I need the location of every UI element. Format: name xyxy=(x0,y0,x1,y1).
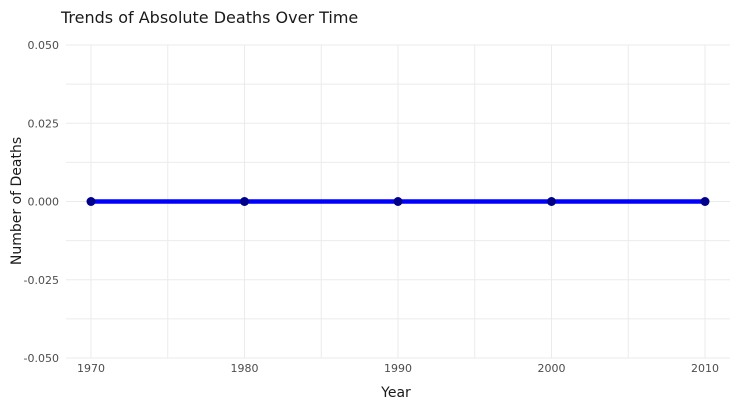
y-axis-ticks: 0.050 0.025 0.000 -0.025 -0.050 xyxy=(24,39,59,365)
x-tick-label: 1990 xyxy=(384,362,412,375)
x-axis-ticks: 1970 1980 1990 2000 2010 xyxy=(77,362,719,375)
data-point xyxy=(86,197,96,206)
y-tick-label: 0.000 xyxy=(28,196,60,209)
series-layer xyxy=(86,197,710,206)
x-tick-label: 1980 xyxy=(231,362,259,375)
y-tick-label: 0.050 xyxy=(28,39,60,52)
y-tick-label: 0.025 xyxy=(28,117,60,130)
x-tick-label: 2000 xyxy=(538,362,566,375)
y-tick-label: -0.050 xyxy=(24,352,59,365)
x-axis-title: Year xyxy=(380,385,411,400)
data-point xyxy=(240,197,249,206)
x-tick-label: 2010 xyxy=(691,362,719,375)
data-point xyxy=(547,197,556,206)
chart-title: Trends of Absolute Deaths Over Time xyxy=(60,8,358,27)
data-point xyxy=(700,197,710,206)
y-tick-label: -0.025 xyxy=(24,274,59,287)
data-point xyxy=(393,197,403,206)
y-axis-title: Number of Deaths xyxy=(9,137,25,265)
x-tick-label: 1970 xyxy=(77,362,105,375)
